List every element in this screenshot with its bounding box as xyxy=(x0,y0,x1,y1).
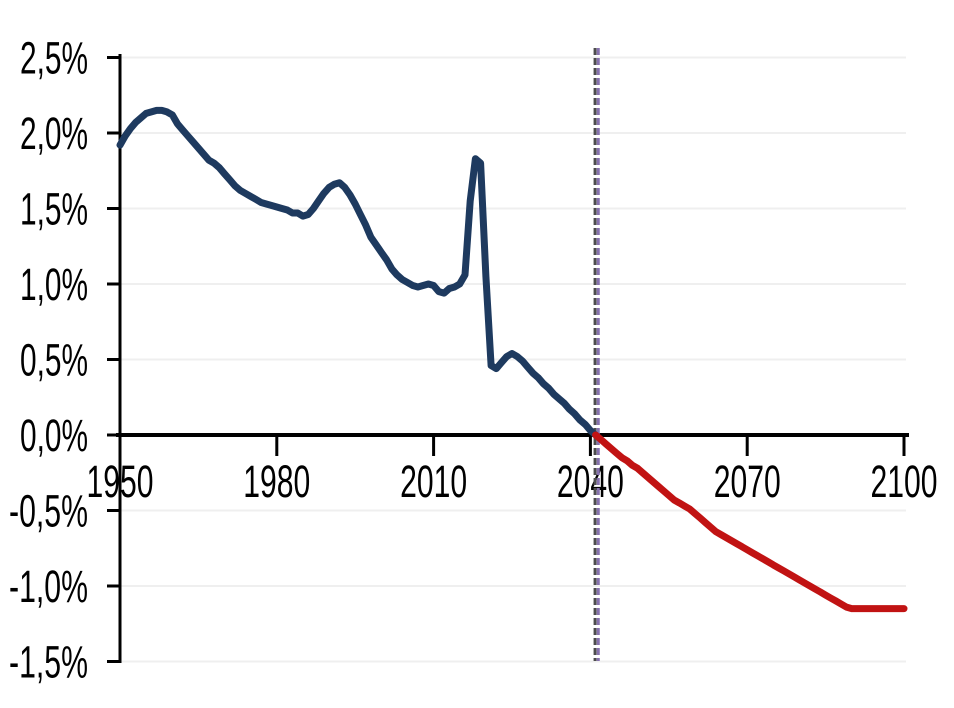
y-tick-label: 1,0% xyxy=(20,259,88,310)
gridline-layer xyxy=(120,56,906,663)
x-tick-label: 2100 xyxy=(871,456,938,507)
y-tick-label: 2,5% xyxy=(20,33,88,84)
x-tick-label: 1980 xyxy=(243,456,310,507)
y-tick-label: 0,0% xyxy=(20,410,88,461)
y-tick-label: -1,5% xyxy=(9,637,88,688)
y-tick-label: 1,5% xyxy=(20,184,88,235)
series-line-historical xyxy=(116,106,600,439)
y-tick-label: 0,5% xyxy=(20,335,88,386)
x-tick-label: 2010 xyxy=(400,456,467,507)
series-line-projection xyxy=(592,431,908,613)
projection-divider-layer xyxy=(593,48,600,661)
tick-mark-layer xyxy=(107,56,906,663)
y-tick-label: -1,0% xyxy=(9,561,88,612)
x-tick-label: 2040 xyxy=(557,456,624,507)
x-tick-label: 1950 xyxy=(87,456,154,507)
x-tick-label: 2070 xyxy=(714,456,781,507)
y-tick-label: -0,5% xyxy=(9,486,88,537)
data-series-layer xyxy=(116,106,908,613)
y-tick-label: 2,0% xyxy=(20,108,88,159)
axis-label-layer: 2,5% 2,0% 1,5% 1,0% 0,5% 0,0% -0,5% -1,0% -1,5% 1… xyxy=(9,33,938,688)
